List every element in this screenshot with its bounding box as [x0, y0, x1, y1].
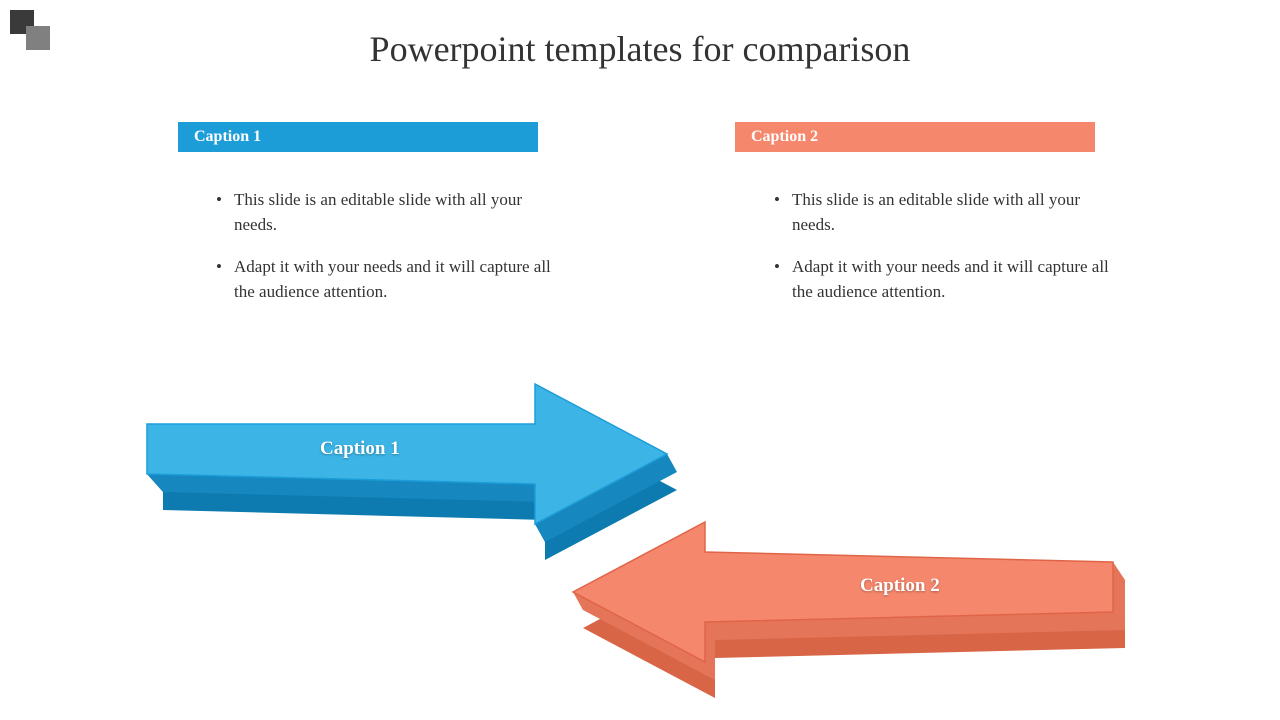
- bullet-item: Adapt it with your needs and it will cap…: [774, 255, 1114, 304]
- caption-bar-left: Caption 1: [178, 122, 538, 152]
- slide-title: Powerpoint templates for comparison: [0, 28, 1280, 70]
- caption-left-text: Caption 1: [194, 128, 261, 146]
- bullet-item: This slide is an editable slide with all…: [216, 188, 556, 237]
- bullet-item: Adapt it with your needs and it will cap…: [216, 255, 556, 304]
- bullets-right: This slide is an editable slide with all…: [774, 188, 1114, 323]
- arrow-orange: [545, 520, 1145, 705]
- arrow-blue-label: Caption 1: [320, 438, 400, 460]
- caption-right-text: Caption 2: [751, 128, 818, 146]
- arrow-orange-label: Caption 2: [860, 575, 940, 597]
- caption-bar-right: Caption 2: [735, 122, 1095, 152]
- bullets-left: This slide is an editable slide with all…: [216, 188, 556, 323]
- bullet-item: This slide is an editable slide with all…: [774, 188, 1114, 237]
